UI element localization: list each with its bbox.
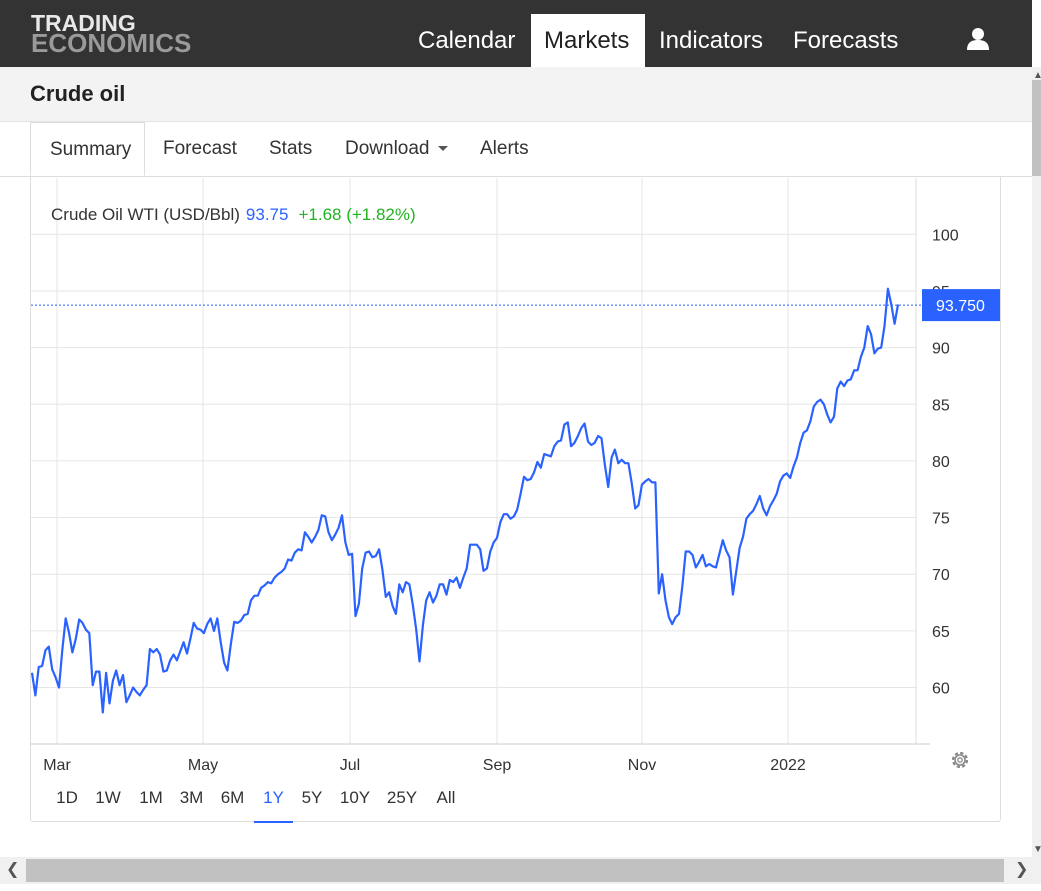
scroll-right-arrow-icon[interactable]: ❯ (1015, 861, 1029, 878)
y-tick-label: 70 (932, 567, 950, 584)
scroll-down-arrow-icon[interactable]: ▼ (1033, 844, 1041, 855)
brand-logo-line2: ECONOMICS (31, 28, 192, 58)
nav-forecasts[interactable]: Forecasts (793, 27, 899, 54)
range-1d[interactable]: 1D (56, 788, 78, 807)
y-tick-label: 80 (932, 454, 950, 471)
series-line-crude-oil (30, 287, 900, 714)
x-tick-label: Mar (43, 757, 71, 774)
x-tick-label: May (188, 757, 218, 774)
range-5y[interactable]: 5Y (301, 788, 323, 807)
y-tick-label: 60 (932, 681, 950, 698)
nav-indicators[interactable]: Indicators (659, 27, 764, 54)
brand-logo[interactable]: TRADING ECONOMICS (31, 10, 192, 58)
vertical-scrollbar-thumb[interactable] (1032, 80, 1041, 176)
range-1m[interactable]: 1M (139, 788, 163, 807)
title-bar: Crude oil (0, 67, 1032, 122)
horizontal-scrollbar-thumb[interactable] (26, 859, 1004, 882)
y-tick-label: 90 (932, 341, 950, 358)
legend-name: Crude Oil WTI (USD/Bbl) (51, 205, 240, 224)
range-6m[interactable]: 6M (220, 788, 245, 807)
user-icon[interactable] (965, 27, 991, 51)
y-tick-label: 85 (932, 397, 950, 414)
scroll-up-arrow-icon[interactable]: ▲ (1033, 70, 1041, 81)
tab-alerts[interactable]: Alerts (480, 138, 529, 159)
nav-calendar[interactable]: Calendar (418, 27, 516, 54)
x-tick-label: Jul (340, 757, 360, 774)
range-all[interactable]: All (436, 788, 456, 807)
brand-logo-line1: TRADING (31, 10, 136, 36)
range-3m[interactable]: 3M (179, 788, 204, 807)
chevron-down-icon (437, 146, 448, 152)
gear-icon[interactable] (951, 751, 969, 769)
tab-download-label: Download (345, 138, 430, 159)
tab-bar: Summary Forecast Stats Download Alerts (0, 122, 1032, 177)
tab-forecast[interactable]: Forecast (163, 138, 237, 159)
nav-markets[interactable]: Markets (531, 14, 645, 67)
tab-download[interactable]: Download (345, 122, 448, 176)
x-axis-ticks: Mar May Jul Sep Nov 2022 (43, 757, 806, 774)
top-navigation-bar: TRADING ECONOMICS Calendar Markets Indic… (0, 0, 1032, 67)
legend-price: 93.75 (246, 205, 289, 224)
range-10y[interactable]: 10Y (339, 788, 371, 807)
last-price-label-bg (922, 289, 1000, 322)
y-tick-label: 75 (932, 511, 950, 528)
chart-grid (31, 178, 917, 744)
legend-change: +1.68 (+1.82%) (298, 205, 415, 224)
x-tick-label: 2022 (770, 757, 806, 774)
range-1y[interactable]: 1Y (254, 787, 293, 823)
chart-legend: Crude Oil WTI (USD/Bbl) 93.75 +1.68 (+1.82… (51, 205, 416, 224)
range-25y[interactable]: 25Y (386, 788, 418, 807)
chart-card (30, 176, 1001, 822)
y-tick-label: 65 (932, 624, 950, 641)
tab-stats[interactable]: Stats (269, 138, 313, 159)
range-1w[interactable]: 1W (95, 788, 121, 807)
scroll-left-arrow-icon[interactable]: ❮ (6, 861, 20, 878)
page-title: Crude oil (30, 81, 126, 106)
vertical-scrollbar-track[interactable] (1032, 67, 1041, 857)
x-tick-label: Nov (628, 757, 656, 774)
tab-summary[interactable]: Summary (30, 122, 145, 176)
last-price-label: 93.750 (936, 298, 985, 315)
y-tick-label: 100 (932, 227, 959, 244)
x-tick-label: Sep (483, 757, 512, 774)
